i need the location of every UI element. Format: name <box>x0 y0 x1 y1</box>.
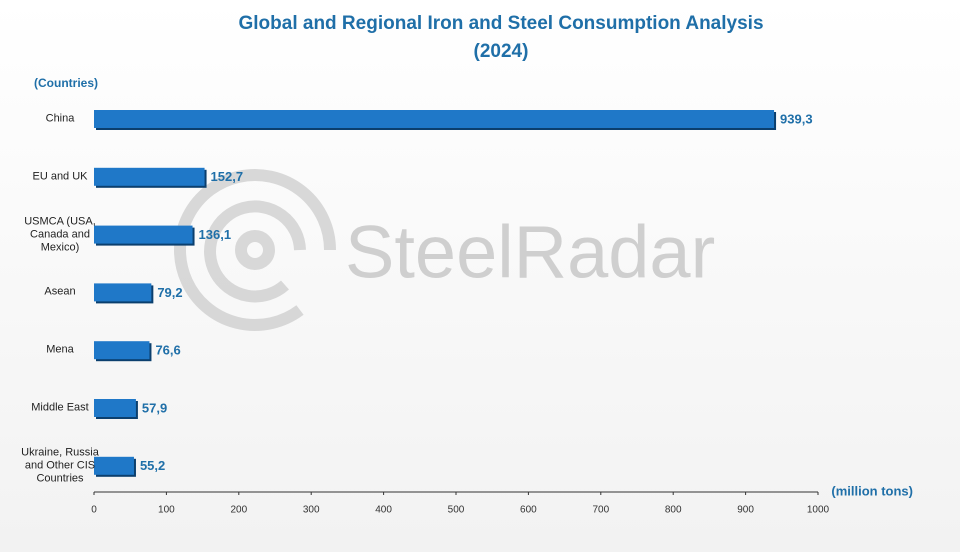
x-tick-label: 1000 <box>807 505 830 516</box>
x-tick-label: 100 <box>158 505 175 516</box>
value-label: 76,6 <box>155 343 180 358</box>
bar <box>94 110 775 128</box>
x-tick-label: 500 <box>448 505 465 516</box>
x-tick-label: 300 <box>303 505 320 516</box>
value-label: 79,2 <box>157 285 182 300</box>
bar <box>94 225 193 244</box>
x-tick-label: 700 <box>592 505 609 516</box>
value-label: 939,3 <box>780 111 813 126</box>
y-tick-label: Asean <box>44 285 76 298</box>
chart-title: Global and Regional Iron and Steel Consu… <box>238 13 763 34</box>
y-tick-label: EU and UK <box>32 170 88 183</box>
bar <box>94 456 134 475</box>
y-tick-label: Middle East <box>31 401 89 414</box>
value-label: 55,2 <box>140 458 165 473</box>
value-label: 136,1 <box>199 227 232 242</box>
watermark: SteelRadar <box>345 211 715 294</box>
bar <box>94 341 150 360</box>
x-tick-label: 0 <box>91 505 97 516</box>
x-tick-label: 600 <box>520 505 537 516</box>
value-label: 152,7 <box>211 169 244 184</box>
x-axis-label: (million tons) <box>831 483 913 498</box>
y-tick-label: USMCA (USA, Canada and Mexico) <box>24 215 96 254</box>
y-tick-label: China <box>45 112 75 125</box>
bar <box>94 283 152 302</box>
watermark-logo <box>174 169 336 331</box>
x-tick-label: 400 <box>375 505 392 516</box>
x-tick-label: 200 <box>230 505 247 516</box>
bar <box>94 167 205 186</box>
x-tick-label: 800 <box>665 505 682 516</box>
y-axis-label: (Countries) <box>34 76 98 90</box>
y-tick-label: Ukraine, Russia and Other CIS Countries <box>21 446 99 485</box>
bar <box>94 399 136 417</box>
x-tick-label: 900 <box>737 505 754 516</box>
value-label: 57,9 <box>142 400 167 415</box>
chart-subtitle: (2024) <box>474 41 529 62</box>
y-tick-label: Mena <box>46 343 74 356</box>
